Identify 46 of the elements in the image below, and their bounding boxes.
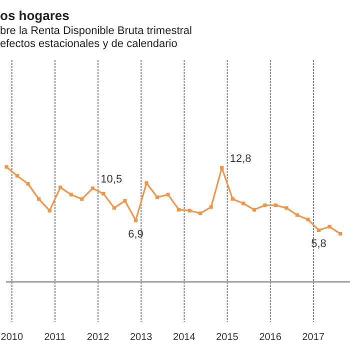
- x-tick-label: 2012: [86, 332, 110, 343]
- chart-title: os hogares: [0, 8, 70, 23]
- data-label: 6,9: [128, 228, 144, 240]
- point: [112, 206, 116, 210]
- point: [15, 174, 20, 178]
- x-tick-label: 2014: [173, 332, 196, 343]
- x-tick-label: 2015: [216, 332, 239, 343]
- point: [306, 218, 310, 222]
- x-tick-label: 2010: [0, 332, 24, 343]
- point: [252, 208, 256, 212]
- point: [198, 211, 202, 216]
- point: [263, 203, 267, 208]
- point: [230, 197, 234, 201]
- point: [295, 213, 300, 217]
- data-label: 12,8: [230, 152, 252, 165]
- point: [80, 197, 84, 201]
- point: [134, 218, 138, 222]
- point: [220, 166, 224, 170]
- point: [48, 208, 52, 212]
- point: [328, 224, 332, 228]
- point: [102, 192, 106, 196]
- point: [316, 228, 321, 232]
- point: [176, 208, 181, 212]
- point: [58, 186, 62, 190]
- point: [188, 208, 192, 212]
- point: [69, 192, 73, 196]
- point: [209, 205, 213, 209]
- point: [155, 195, 160, 200]
- point: [242, 202, 246, 206]
- point: [144, 181, 148, 185]
- point: [284, 206, 288, 210]
- point: [90, 186, 94, 190]
- x-tick-label: 2011: [44, 332, 66, 343]
- point: [37, 197, 41, 201]
- point: [274, 203, 278, 208]
- point: [166, 192, 170, 196]
- point: [338, 232, 342, 236]
- chart-subtitle: bre la Renta Disponible Bruta trimestral efectos estacionales y de calendario: [0, 25, 192, 50]
- data-label: 5,8: [311, 238, 326, 250]
- x-tick-label: 2013: [130, 332, 153, 343]
- data-label: 10,5: [100, 173, 122, 186]
- x-tick-label: 2016: [259, 332, 282, 343]
- point: [4, 165, 8, 169]
- point: [26, 182, 30, 186]
- x-tick-label: 2017: [302, 332, 325, 343]
- point: [123, 199, 127, 203]
